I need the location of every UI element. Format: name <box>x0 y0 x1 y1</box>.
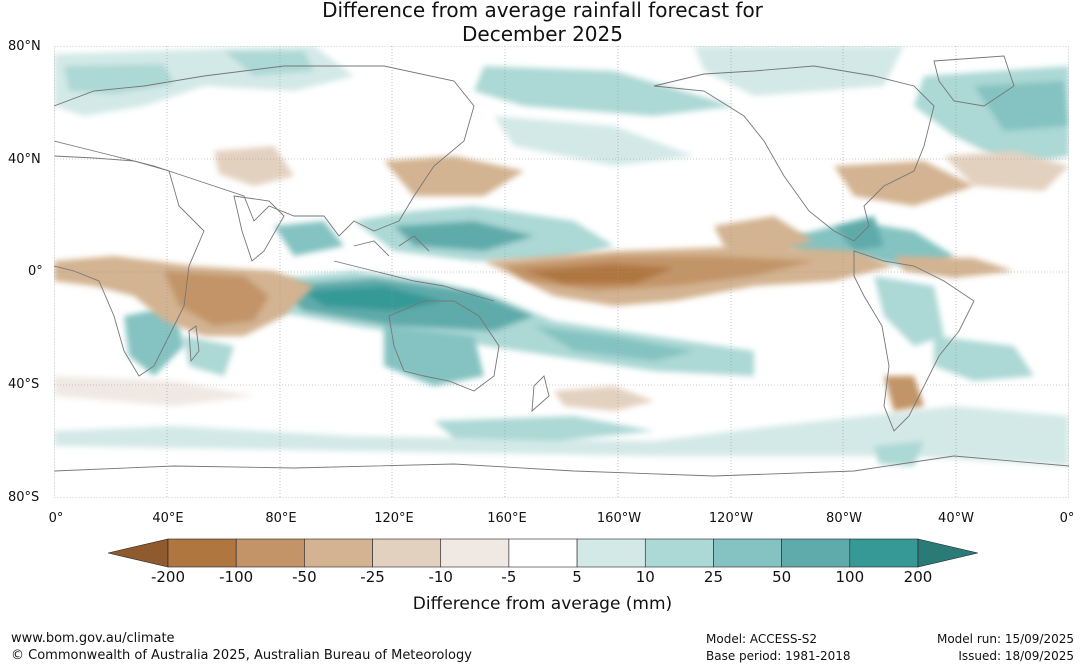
title-line-2: December 2025 <box>462 22 623 46</box>
colorbar-tick-label: -10 <box>428 568 453 586</box>
coastline-madagascar <box>188 325 200 363</box>
lon-label-0: 0° <box>48 511 64 526</box>
coastline-australia <box>388 300 500 392</box>
lon-label-80w: 80°W <box>826 511 862 526</box>
lon-label-0-end: 0° <box>1059 511 1075 526</box>
lon-label-120w: 120°W <box>708 511 754 526</box>
colorbar-box <box>304 538 373 568</box>
colorbar-tick-label: 10 <box>635 568 655 586</box>
colorbar-box <box>167 538 237 568</box>
lon-label-80e: 80°E <box>265 511 297 526</box>
colorbar-tick-label: -100 <box>219 568 254 586</box>
colorbar-tick-label: 5 <box>572 568 582 586</box>
coastline-north-america <box>653 65 935 242</box>
footer-copyright: © Commonwealth of Australia 2025, Austra… <box>11 648 472 663</box>
lat-label-0: 0° <box>28 264 43 279</box>
lon-label-40e: 40°E <box>152 511 184 526</box>
colorbar-box <box>235 538 305 568</box>
colorbar-box <box>644 538 714 568</box>
coastline-eurasia <box>54 65 475 237</box>
colorbar-extend-low <box>108 538 169 568</box>
footer-issued: Issued: 18/09/2025 <box>958 649 1074 663</box>
rainfall-anomaly-map <box>54 46 1069 498</box>
title-line-1: Difference from average rainfall forecas… <box>322 0 763 22</box>
footer-model: Model: ACCESS-S2 <box>706 632 818 646</box>
coastline-south-america <box>853 250 975 432</box>
colorbar-tick-label: 200 <box>903 568 933 586</box>
lon-label-120e: 120°E <box>374 511 414 526</box>
colorbar-box <box>713 538 782 568</box>
colorbar-box <box>849 538 919 568</box>
map-border <box>54 46 1069 498</box>
lat-label-80n: 80°N <box>8 39 41 54</box>
footer-model-run: Model run: 15/09/2025 <box>936 632 1074 646</box>
colorbar-tick-label: -200 <box>150 568 186 586</box>
colorbar-tick-label: -5 <box>501 568 517 586</box>
lat-label-40s: 40°S <box>8 377 40 392</box>
colorbar-extend-high <box>917 538 978 568</box>
map-title: Difference from average rainfall forecas… <box>0 0 1085 46</box>
colorbar-tick-label: 25 <box>703 568 723 586</box>
lon-label-160e: 160°E <box>487 511 527 526</box>
footer-website: www.bom.gov.au/climate <box>11 631 175 646</box>
colorbar-tick-label: -50 <box>292 568 317 586</box>
colorbar-tick-label: 50 <box>772 568 792 586</box>
lon-label-40w: 40°W <box>938 511 974 526</box>
dry-anomaly-regions <box>54 146 1069 411</box>
coastline-antarctica <box>54 455 1069 477</box>
colorbar-box <box>781 538 851 568</box>
coastlines <box>54 55 1069 477</box>
wet-anomaly-regions <box>54 46 1069 466</box>
colorbar-box <box>576 538 646 568</box>
colorbar-tick-label: 100 <box>835 568 865 586</box>
colorbar-tick-label: -25 <box>360 568 385 586</box>
graticule <box>54 46 1069 498</box>
colorbar-box <box>440 538 510 568</box>
coastline-greenland <box>933 55 1015 107</box>
coastline-india <box>233 195 285 262</box>
colorbar-box <box>372 538 442 568</box>
coastline-indonesia <box>333 235 495 302</box>
lat-label-40n: 40°N <box>8 152 41 167</box>
footer-base-period: Base period: 1981-2018 <box>706 649 851 663</box>
lon-label-160w: 160°W <box>596 511 642 526</box>
coastline-africa <box>54 155 205 377</box>
colorbar-box <box>508 538 578 568</box>
lat-label-80s: 80°S <box>8 490 40 505</box>
colorbar <box>108 538 978 568</box>
colorbar-title: Difference from average (mm) <box>412 594 673 614</box>
coastline-new-zealand <box>531 375 550 413</box>
